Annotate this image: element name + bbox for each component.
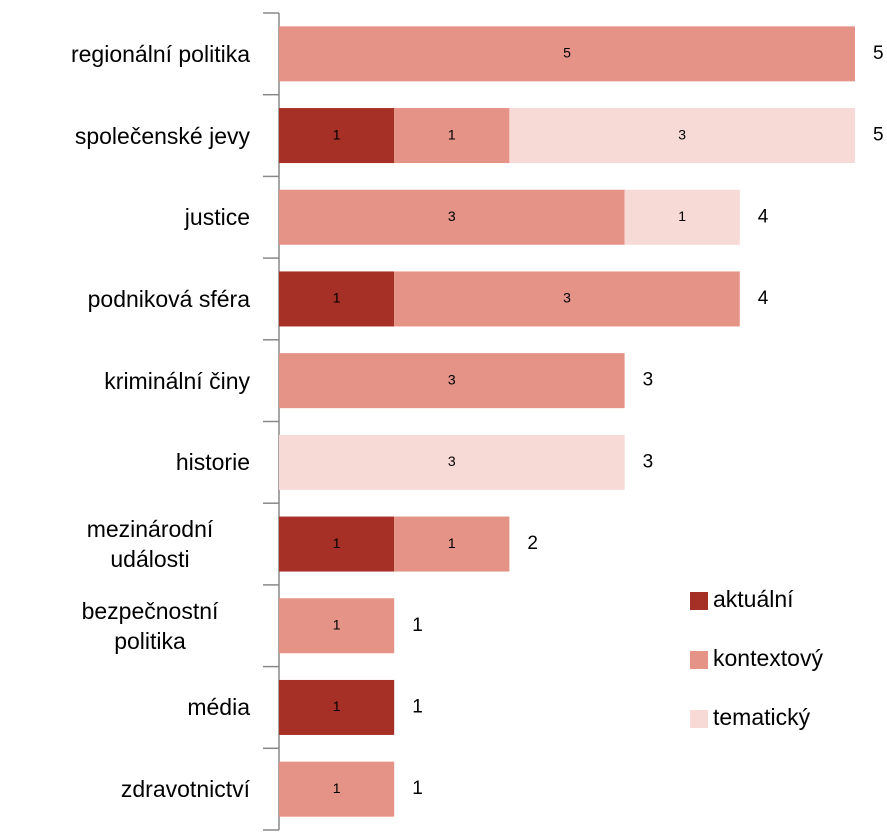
total-label: 1 — [412, 696, 423, 717]
legend-label: tematický — [713, 704, 811, 730]
segment-label: 3 — [448, 371, 456, 387]
bar-segment — [279, 679, 395, 735]
segment-label: 3 — [448, 453, 456, 469]
bar-segment — [279, 516, 395, 572]
segment-label: 1 — [448, 126, 456, 142]
category-label: společenské jevy — [74, 122, 250, 149]
category-label: média — [187, 694, 250, 721]
category-label: podniková sféra — [87, 285, 250, 312]
total-label: 5 — [873, 43, 884, 64]
bar-segment — [394, 271, 740, 327]
total-label: 2 — [527, 533, 538, 554]
legend-swatch — [690, 710, 708, 728]
segment-label: 1 — [333, 535, 341, 551]
bar-segment — [279, 434, 625, 490]
legend-label: kontextový — [713, 645, 823, 671]
category-label: historie — [175, 449, 250, 476]
total-label: 1 — [412, 615, 423, 636]
bar-segment — [509, 108, 855, 164]
bar-segment — [624, 189, 740, 245]
segment-label: 1 — [333, 126, 341, 142]
bar-segment — [279, 189, 625, 245]
total-label: 3 — [643, 451, 654, 472]
segment-label: 5 — [563, 45, 571, 61]
segment-label: 1 — [333, 290, 341, 306]
bar-segment — [279, 761, 395, 817]
segment-label: 1 — [333, 780, 341, 796]
legend-swatch — [690, 651, 708, 669]
segment-label: 3 — [678, 126, 686, 142]
segment-label: 1 — [333, 616, 341, 632]
category-label: bezpečnostní politika — [81, 597, 219, 654]
total-label: 3 — [643, 370, 654, 391]
segment-label: 1 — [678, 208, 686, 224]
segment-label: 3 — [563, 290, 571, 306]
category-label: justice — [184, 204, 250, 231]
segment-label: 1 — [448, 535, 456, 551]
segment-label: 1 — [333, 698, 341, 714]
bar-segment — [279, 271, 395, 327]
category-label: kriminální činy — [104, 367, 250, 394]
total-label: 5 — [873, 125, 884, 146]
legend-label: aktuální — [713, 586, 794, 612]
legend-swatch — [690, 592, 708, 610]
category-label: mezinárodní události — [86, 516, 214, 573]
total-label: 1 — [412, 778, 423, 799]
bar-segment — [279, 108, 395, 164]
bar-segment — [279, 353, 625, 409]
bar-segment — [394, 108, 510, 164]
bar-segment — [279, 598, 395, 654]
segment-label: 3 — [448, 208, 456, 224]
category-label: regionální politika — [70, 40, 250, 67]
total-label: 4 — [758, 288, 769, 309]
total-label: 4 — [758, 206, 769, 227]
bar-segment — [394, 516, 510, 572]
bar-segment — [279, 26, 855, 82]
category-label: zdravotnictví — [120, 776, 250, 803]
